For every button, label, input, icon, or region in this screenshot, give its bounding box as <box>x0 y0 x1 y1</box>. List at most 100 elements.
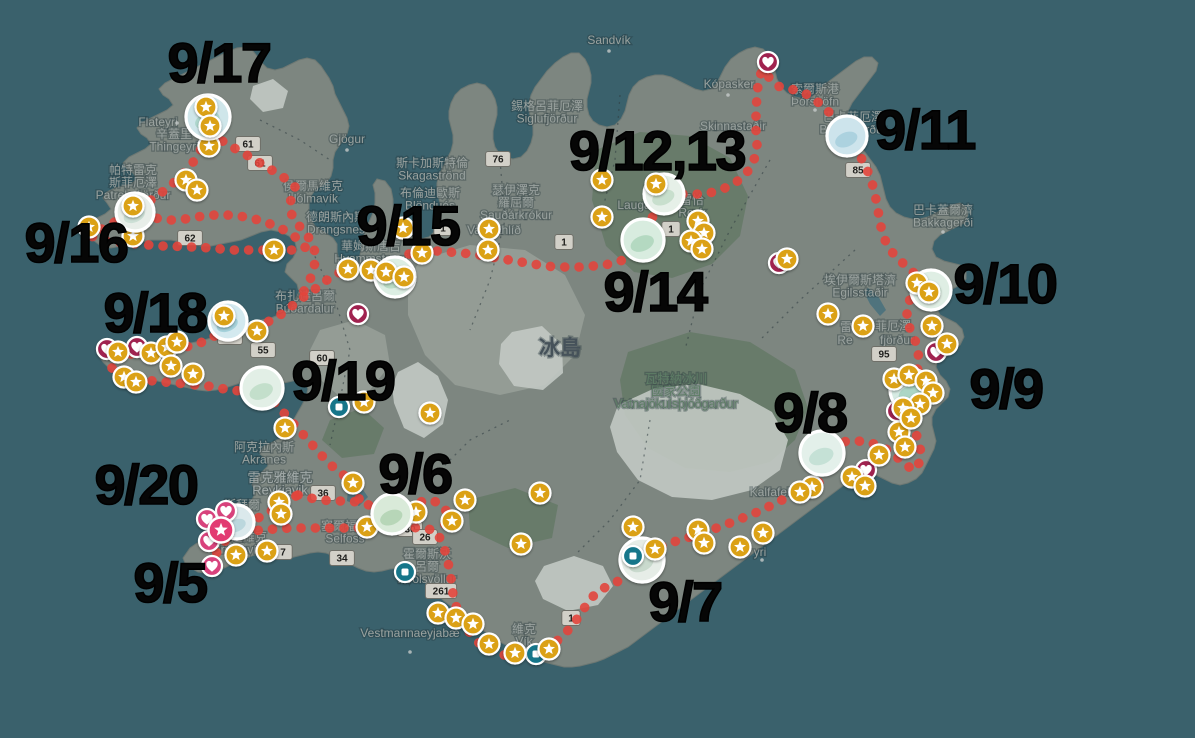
star-marker[interactable] <box>255 539 279 563</box>
heart-marker[interactable] <box>756 50 780 74</box>
svg-text:85: 85 <box>852 166 864 177</box>
star-marker[interactable] <box>336 257 360 281</box>
visited-square-marker[interactable] <box>327 395 351 419</box>
heart-marker[interactable] <box>214 499 238 523</box>
place-label: 國家公園 <box>651 384 701 399</box>
star-marker[interactable] <box>690 237 714 261</box>
star-marker[interactable] <box>352 390 376 414</box>
star-marker[interactable] <box>477 217 501 241</box>
place-label: 呂爾 <box>415 560 439 574</box>
photo-marker[interactable] <box>620 217 666 263</box>
star-marker[interactable] <box>851 314 875 338</box>
star-marker[interactable] <box>692 531 716 555</box>
star-marker[interactable] <box>410 241 434 265</box>
star-marker[interactable] <box>477 632 501 656</box>
star-marker[interactable] <box>867 443 891 467</box>
photo-marker[interactable] <box>370 492 414 536</box>
star-marker[interactable] <box>194 95 218 119</box>
pink-star-marker[interactable] <box>207 516 235 544</box>
place-label: 雷 <box>840 320 852 334</box>
place-label: 阿克拉內斯 <box>234 439 294 454</box>
star-marker[interactable] <box>392 265 416 289</box>
star-marker[interactable] <box>917 280 941 304</box>
place-label: 菲厄澤 <box>875 319 911 333</box>
star-marker[interactable] <box>920 314 944 338</box>
place-label: Siglufjörður <box>517 112 578 126</box>
photo-marker[interactable] <box>239 365 285 411</box>
star-marker[interactable] <box>476 238 500 262</box>
place-label: yri <box>754 545 767 559</box>
star-marker[interactable] <box>440 509 464 533</box>
svg-text:1: 1 <box>668 225 674 236</box>
star-marker[interactable] <box>528 481 552 505</box>
photo-marker[interactable] <box>798 429 846 477</box>
place-label: Skagaströnd <box>398 169 465 183</box>
star-marker[interactable] <box>181 362 205 386</box>
place-label: Flateyri <box>138 115 177 129</box>
star-marker[interactable] <box>121 194 145 218</box>
star-marker[interactable] <box>273 416 297 440</box>
star-marker[interactable] <box>590 205 614 229</box>
place-label: Skinnastaðir <box>700 119 766 133</box>
place-label: 埃伊爾斯塔濟 <box>824 272 896 287</box>
star-marker[interactable] <box>503 641 527 665</box>
place-label: Selfoss <box>325 532 364 546</box>
star-marker[interactable] <box>124 370 148 394</box>
visited-square-marker[interactable] <box>621 544 645 568</box>
photo-marker[interactable] <box>825 114 869 158</box>
star-marker[interactable] <box>106 340 130 364</box>
place-label: Akranes <box>242 453 286 467</box>
star-marker[interactable] <box>77 215 101 239</box>
star-marker[interactable] <box>788 480 812 504</box>
star-marker[interactable] <box>935 332 959 356</box>
place-label: 巴卡蓋爾濟 <box>913 202 973 217</box>
star-marker[interactable] <box>159 354 183 378</box>
heart-marker[interactable] <box>200 554 224 578</box>
place-label: Hólmavík <box>288 192 339 206</box>
place-label: 霍爾斯沃 <box>403 547 451 561</box>
star-marker[interactable] <box>341 471 365 495</box>
markers-back[interactable] <box>77 50 959 666</box>
place-label: Kópasker <box>704 77 755 91</box>
star-marker[interactable] <box>899 406 923 430</box>
place-label: Egilsstaðir <box>832 286 887 300</box>
star-marker[interactable] <box>728 535 752 559</box>
star-marker[interactable] <box>775 247 799 271</box>
star-marker[interactable] <box>893 435 917 459</box>
svg-text:62: 62 <box>184 234 196 245</box>
star-marker[interactable] <box>245 319 269 343</box>
heart-marker[interactable] <box>346 302 370 326</box>
star-marker[interactable] <box>198 114 222 138</box>
star-marker[interactable] <box>391 216 415 240</box>
road-shield: 34 <box>329 550 355 566</box>
star-marker[interactable] <box>537 637 561 661</box>
visited-square-marker[interactable] <box>393 560 417 584</box>
star-marker[interactable] <box>751 521 775 545</box>
star-marker[interactable] <box>853 474 877 498</box>
place-label: Blönduós <box>405 199 455 213</box>
star-marker[interactable] <box>453 488 477 512</box>
star-marker[interactable] <box>461 612 485 636</box>
svg-text:1: 1 <box>561 238 567 249</box>
svg-text:61: 61 <box>242 140 254 151</box>
star-marker[interactable] <box>418 401 442 425</box>
star-marker[interactable] <box>621 515 645 539</box>
star-marker[interactable] <box>269 502 293 526</box>
star-marker[interactable] <box>212 304 236 328</box>
star-marker[interactable] <box>165 330 189 354</box>
star-marker[interactable] <box>590 168 614 192</box>
svg-text:36: 36 <box>317 489 329 500</box>
star-marker[interactable] <box>816 302 840 326</box>
star-marker[interactable] <box>509 532 533 556</box>
star-marker[interactable] <box>262 238 286 262</box>
star-marker[interactable] <box>185 178 209 202</box>
star-marker[interactable] <box>224 543 248 567</box>
svg-text:34: 34 <box>336 554 348 565</box>
place-label: 華姆斯唐吉 <box>341 238 401 253</box>
place-label: 德朗斯內斯 <box>306 209 366 224</box>
markers-front[interactable] <box>121 95 945 578</box>
star-marker[interactable] <box>644 172 668 196</box>
star-marker[interactable] <box>643 537 667 561</box>
